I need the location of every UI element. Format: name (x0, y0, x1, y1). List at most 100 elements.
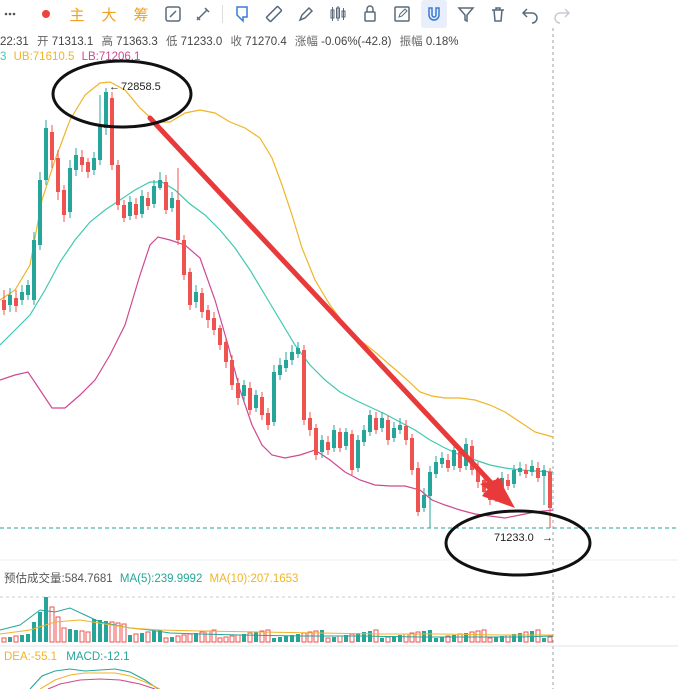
volume-bar (385, 636, 391, 643)
low-price-label: 71233.0 (494, 532, 534, 544)
toolbar-big-button[interactable]: 大 (101, 5, 117, 24)
candle-body (332, 430, 336, 448)
boll-lower-line (0, 236, 554, 519)
candle-body (386, 420, 390, 440)
note-edit-icon[interactable] (389, 0, 415, 28)
redo-icon[interactable] (549, 0, 575, 28)
candle-body (398, 425, 402, 430)
volume-bar (170, 637, 174, 642)
filter-icon[interactable] (453, 0, 479, 28)
volume-bar (398, 635, 402, 642)
candle-body (260, 397, 264, 415)
record-dot-icon[interactable] (38, 0, 54, 28)
volume-bar (79, 630, 85, 643)
ruler-icon[interactable] (261, 0, 287, 28)
volume-bar (464, 633, 468, 642)
candle-body (296, 348, 300, 354)
volume-bar (434, 638, 438, 642)
candle-body (338, 432, 342, 448)
candle-body (476, 468, 480, 482)
candle-body (200, 293, 204, 312)
volume-bar (422, 631, 426, 642)
volume-bar (242, 634, 246, 642)
candle-body (410, 438, 414, 470)
candle-body (548, 472, 552, 508)
high-value: 71363.3 (116, 36, 158, 48)
macd-dea-line (39, 672, 161, 689)
more-icon[interactable] (2, 0, 18, 28)
candle-style-icon[interactable] (325, 0, 351, 28)
candle-body (38, 180, 42, 245)
toolbar-chips-button[interactable]: 筹 (133, 5, 149, 24)
volume-ma5: MA(5):239.9992 (119, 573, 203, 585)
volume-legend: 预估成交量:584.7681 MA(5):239.9992 MA(10):207… (4, 570, 298, 586)
volume-bar (344, 635, 348, 642)
volume-ma10-line (0, 619, 553, 636)
volume-bar (92, 619, 96, 642)
candle-body (8, 295, 12, 305)
candle-body (380, 418, 384, 428)
candle-body (32, 240, 36, 300)
volume-bar (109, 621, 115, 643)
candle-body (176, 200, 180, 240)
volume-bar (128, 635, 132, 642)
candle-body (230, 360, 234, 385)
volume-bar (55, 616, 61, 643)
volume-bar (74, 630, 78, 642)
low-arrow-marker: → (542, 532, 553, 544)
volume-bar (409, 632, 415, 643)
undo-icon[interactable] (517, 0, 543, 28)
candle-body (266, 413, 270, 425)
volume-bar (104, 621, 108, 642)
low-label: 低 (165, 36, 178, 48)
volume-bar (380, 638, 384, 642)
candle-body (452, 450, 456, 466)
change-label: 涨幅 (294, 36, 318, 48)
candle-body (440, 458, 444, 464)
volume-bar (481, 629, 487, 643)
candle-body (302, 350, 306, 420)
boll-legend: 3 UB:71610.5 LB:71206.1 (0, 51, 140, 63)
candle-body (224, 342, 228, 362)
low-value: 71233.0 (180, 36, 223, 48)
trend-arrow-shaft (147, 115, 499, 491)
lock-icon[interactable] (357, 0, 383, 28)
boll-upper-value: UB:71610.5 (13, 51, 75, 63)
magnet-icon[interactable] (421, 0, 447, 28)
candle-body (350, 434, 354, 470)
candle-body (530, 466, 534, 472)
volume-bar (8, 637, 12, 642)
pen-icon[interactable] (293, 0, 319, 28)
candle-body (50, 132, 54, 160)
draw-tool-icon[interactable] (190, 0, 216, 28)
indicator-edit-icon[interactable] (160, 0, 186, 28)
amplitude-label: 振幅 (399, 36, 423, 48)
toolbar-divider (222, 5, 223, 23)
candle-body (194, 292, 198, 302)
volume-bar (187, 633, 193, 643)
candle-body (134, 204, 138, 215)
candle-body (362, 430, 366, 442)
close-label: 收 (230, 36, 242, 48)
candle-body (188, 272, 192, 305)
candle-body (116, 165, 120, 205)
candle-body (374, 418, 378, 430)
candle-body (470, 446, 474, 470)
select-tool-icon[interactable] (229, 0, 255, 28)
volume-bar (325, 637, 331, 643)
volume-bar (290, 635, 294, 642)
boll-mid-value: 3 (0, 51, 7, 63)
volume-bar (98, 620, 102, 642)
volume-bar (145, 631, 151, 643)
candle-body (434, 462, 438, 474)
trash-icon[interactable] (485, 0, 511, 28)
candle-body (74, 155, 78, 170)
candle-body (404, 426, 408, 440)
volume-bar (457, 633, 463, 643)
candle-body (218, 328, 222, 345)
candle-body (392, 428, 396, 438)
open-label: 开 (36, 36, 49, 48)
toolbar-main-button[interactable]: 主 (69, 5, 85, 24)
candle-body (152, 186, 156, 204)
